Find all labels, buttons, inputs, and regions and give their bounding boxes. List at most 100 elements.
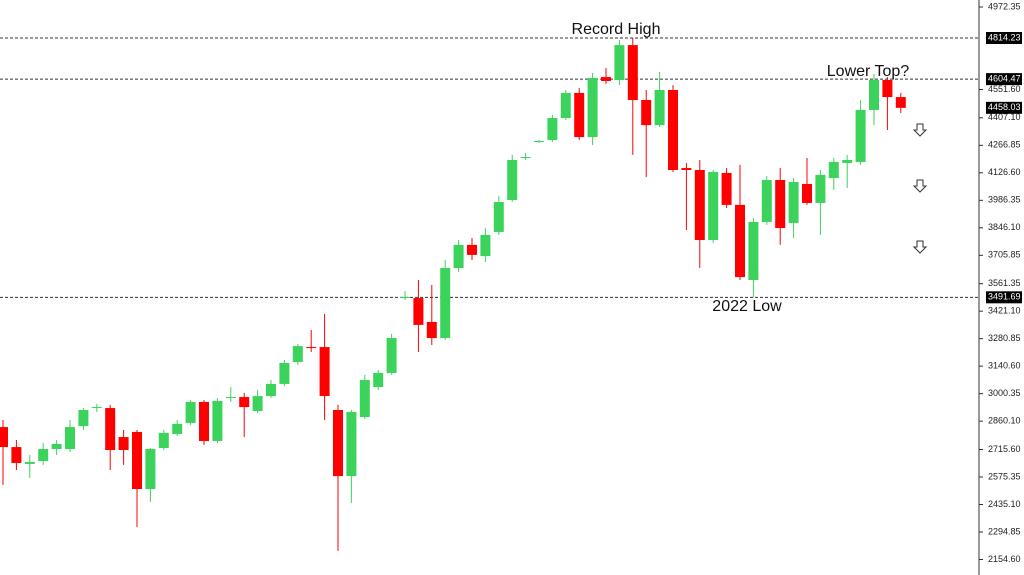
- candle: [587, 72, 598, 146]
- candle: [654, 71, 665, 128]
- candle: [641, 90, 652, 178]
- candle-body: [708, 171, 719, 240]
- arrow-icon: [912, 240, 928, 254]
- level-label-box: [986, 291, 1022, 304]
- candle: [373, 370, 384, 390]
- candle: [627, 38, 638, 155]
- level-label: 4814.23: [988, 32, 1021, 42]
- candle: [105, 404, 116, 470]
- candle: [869, 73, 879, 126]
- candle: [132, 430, 142, 528]
- candle: [467, 238, 477, 260]
- candle: [24, 454, 35, 479]
- candle: [668, 85, 678, 172]
- arrow-icon: [912, 123, 928, 137]
- candle-body: [0, 427, 8, 448]
- candle: [614, 40, 625, 86]
- y-tick-label: 2715.60: [988, 444, 1021, 454]
- y-tick-label: 4126.60: [988, 167, 1021, 177]
- candle-body: [400, 297, 410, 299]
- arrow-icon: [912, 179, 928, 193]
- candle-body: [895, 97, 906, 108]
- candle: [828, 158, 839, 190]
- candle: [507, 154, 518, 202]
- candle-body: [828, 161, 839, 179]
- candle: [440, 260, 451, 340]
- candle-body: [614, 45, 625, 80]
- candle: [534, 140, 544, 143]
- candle-body: [601, 77, 611, 81]
- candle-body: [65, 427, 75, 450]
- level-label-box: [986, 73, 1022, 86]
- candle-body: [493, 201, 504, 232]
- candle-body: [440, 268, 451, 339]
- candle-body: [78, 410, 89, 427]
- candle-body: [467, 244, 477, 255]
- candle: [453, 240, 464, 272]
- candle-body: [681, 168, 692, 170]
- candle-body: [252, 396, 263, 411]
- level-label: 4604.47: [988, 73, 1021, 83]
- candle: [574, 88, 585, 140]
- y-tick-label: 2435.10: [988, 499, 1021, 509]
- candle: [292, 343, 303, 365]
- candle-body: [105, 408, 116, 450]
- y-tick-label: 4972.35: [988, 1, 1021, 11]
- candle-body: [185, 401, 196, 423]
- candle-body: [38, 449, 49, 461]
- candle-body: [11, 447, 22, 463]
- candle-body: [627, 45, 638, 100]
- candle-body: [346, 411, 357, 477]
- candle-body: [239, 397, 250, 408]
- candle-body: [426, 321, 437, 339]
- candle-body: [882, 80, 893, 98]
- candle: [694, 160, 705, 269]
- candle: [239, 392, 250, 438]
- candle: [708, 170, 719, 243]
- candle: [333, 404, 343, 551]
- candle-body: [855, 110, 866, 162]
- y-tick-label: 4551.60: [988, 84, 1021, 94]
- candle: [145, 448, 156, 502]
- candle-body: [534, 140, 544, 142]
- candle: [815, 170, 826, 235]
- candle: [185, 400, 196, 425]
- candle-body: [212, 400, 223, 441]
- candle-body: [132, 431, 142, 490]
- candle: [748, 218, 759, 298]
- candle: [400, 290, 410, 300]
- y-tick-label: 2575.35: [988, 471, 1021, 481]
- candle-body: [668, 90, 678, 170]
- candle: [51, 440, 62, 455]
- annotation: Lower Top?: [827, 63, 910, 80]
- candle: [212, 398, 223, 443]
- y-tick-label: 3561.35: [988, 278, 1021, 288]
- candle: [38, 442, 49, 465]
- candle: [252, 390, 263, 413]
- candle: [775, 168, 786, 245]
- candle-body: [266, 383, 276, 397]
- candle-body: [51, 443, 62, 450]
- candle: [199, 400, 209, 445]
- candle-body: [869, 80, 879, 110]
- candle: [842, 154, 853, 189]
- candle-body: [694, 170, 705, 240]
- candle-body: [815, 174, 826, 203]
- candle: [78, 408, 89, 430]
- candle: [346, 410, 357, 503]
- candle-body: [225, 397, 236, 399]
- candle-body: [24, 461, 35, 464]
- level-label: 3491.69: [988, 292, 1021, 302]
- candle-body: [118, 437, 129, 450]
- annotation: 2022 Low: [712, 298, 782, 315]
- candle: [65, 420, 75, 452]
- candle: [601, 68, 611, 84]
- y-tick-label: 4407.10: [988, 112, 1021, 122]
- candle: [359, 374, 370, 420]
- candle: [386, 333, 397, 375]
- candle-body: [560, 92, 571, 119]
- candle: [721, 168, 732, 209]
- candle-body: [145, 449, 156, 490]
- candle: [761, 176, 772, 225]
